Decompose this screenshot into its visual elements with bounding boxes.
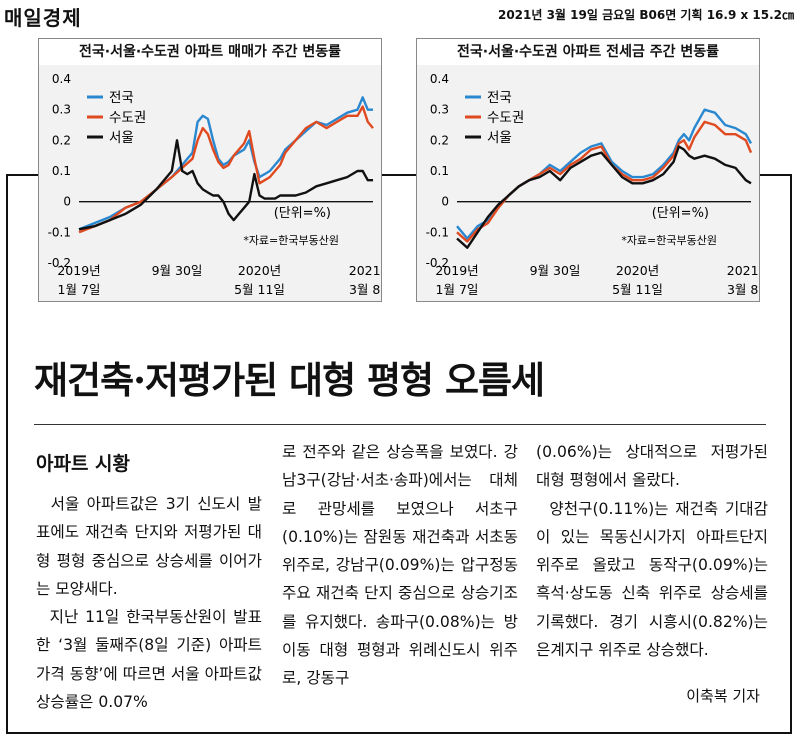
sale-price-chart: 전국·서울·수도권 아파트 매매가 주간 변동률 0.4 0.3 0.2 0.1 0 -0… — [38, 38, 382, 302]
x-tick-label: 2021년 — [727, 263, 759, 278]
paragraph: 서울 아파트값은 3기 신도시 발표에도 재건축 단지와 저평가된 대형 평형 … — [36, 495, 262, 598]
article-column-1: 서울 아파트값은 3기 신도시 발표에도 재건축 단지와 저평가된 대형 평형 … — [36, 490, 262, 716]
series-line — [456, 145, 752, 249]
article-column-2: 로 전주와 같은 상승폭을 보였다. 강남3구(강남·서초·송파)에서는 대체로… — [282, 438, 518, 693]
legend-label: 수도권 — [109, 110, 146, 126]
x-tick-label: 3월 8일 — [727, 282, 759, 297]
y-tick-label: 0.4 — [52, 72, 71, 86]
byline: 이축복 기자 — [686, 687, 760, 705]
y-tick-label: -0.2 — [48, 256, 71, 270]
source-note: *자료=한국부동산원 — [621, 234, 717, 247]
x-tick-label: 2020년 — [238, 263, 281, 278]
legend-label: 서울 — [487, 130, 512, 146]
x-tick-label: 2021년 — [349, 263, 381, 278]
x-tick-label: 5월 11일 — [612, 282, 663, 297]
x-tick-label: 1월 7일 — [436, 282, 479, 297]
series-line — [78, 105, 374, 234]
paragraph: 지난 11일 한국부동산원이 발표한 ‘3월 둘째주(8일 기준) 아파트 가격… — [36, 608, 262, 712]
y-tick-label: -0.2 — [426, 256, 449, 270]
headline: 재건축·저평가된 대형 평형 오름세 — [34, 358, 545, 402]
x-tick-label: 2019년 — [57, 263, 100, 278]
paragraph: 양천구(0.11%)는 재건축 기대감이 있는 목동신시가지 아파트단지 위주로… — [536, 499, 768, 660]
headline-rule — [34, 424, 766, 425]
article-frame — [6, 174, 792, 734]
y-tick-label: 0.1 — [52, 164, 71, 178]
legend-label: 전국 — [109, 90, 134, 106]
x-tick-label: 2019년 — [435, 263, 478, 278]
article-column-3: (0.06%)는 상대적으로 저평가된 대형 평형에서 올랐다. 양천구(0.1… — [536, 438, 768, 664]
edition-info: 2021년 3월 19일 금요일 B06면 기획 16.9 x 15.2㎝ — [497, 8, 794, 22]
source-note: *자료=한국부동산원 — [243, 234, 339, 247]
x-tick-label: 5월 11일 — [234, 282, 285, 297]
paragraph: (0.06%)는 상대적으로 저평가된 대형 평형에서 올랐다. — [536, 443, 768, 490]
y-tick-label: 0.4 — [430, 72, 449, 86]
x-tick-label: 3월 8일 — [349, 282, 381, 297]
chart-title: 전국·서울·수도권 아파트 전세금 주간 변동률 — [417, 39, 759, 65]
series-line — [78, 139, 373, 231]
x-tick-label: 9월 30일 — [152, 263, 203, 278]
section-label: 아파트 시황 — [36, 453, 131, 475]
unit-label: (단위=%) — [652, 206, 709, 221]
y-tick-label: 0.2 — [430, 133, 449, 147]
paragraph: 로 전주와 같은 상승폭을 보였다. 강남3구(강남·서초·송파)에서는 대체로… — [282, 443, 518, 688]
legend-label: 서울 — [109, 130, 134, 146]
y-tick-label: 0.1 — [430, 164, 449, 178]
y-tick-label: 0.2 — [52, 133, 71, 147]
y-tick-label: 0.3 — [430, 103, 449, 117]
chart-title: 전국·서울·수도권 아파트 매매가 주간 변동률 — [39, 39, 381, 65]
x-tick-label: 1월 7일 — [58, 282, 101, 297]
jeonse-chart: 전국·서울·수도권 아파트 전세금 주간 변동률 0.4 0.3 0.2 0.1 0 -0… — [416, 38, 760, 302]
newspaper-masthead: 매일경제 — [4, 6, 82, 30]
y-tick-label: -0.1 — [426, 225, 449, 239]
unit-label: (단위=%) — [274, 206, 331, 221]
legend-label: 수도권 — [487, 110, 524, 126]
x-tick-label: 2020년 — [616, 263, 659, 278]
y-tick-label: 0 — [63, 195, 71, 209]
legend-label: 전국 — [487, 90, 512, 106]
y-tick-label: 0 — [441, 195, 449, 209]
y-tick-label: 0.3 — [52, 103, 71, 117]
y-tick-label: -0.1 — [48, 225, 71, 239]
x-tick-label: 9월 30일 — [530, 263, 581, 278]
